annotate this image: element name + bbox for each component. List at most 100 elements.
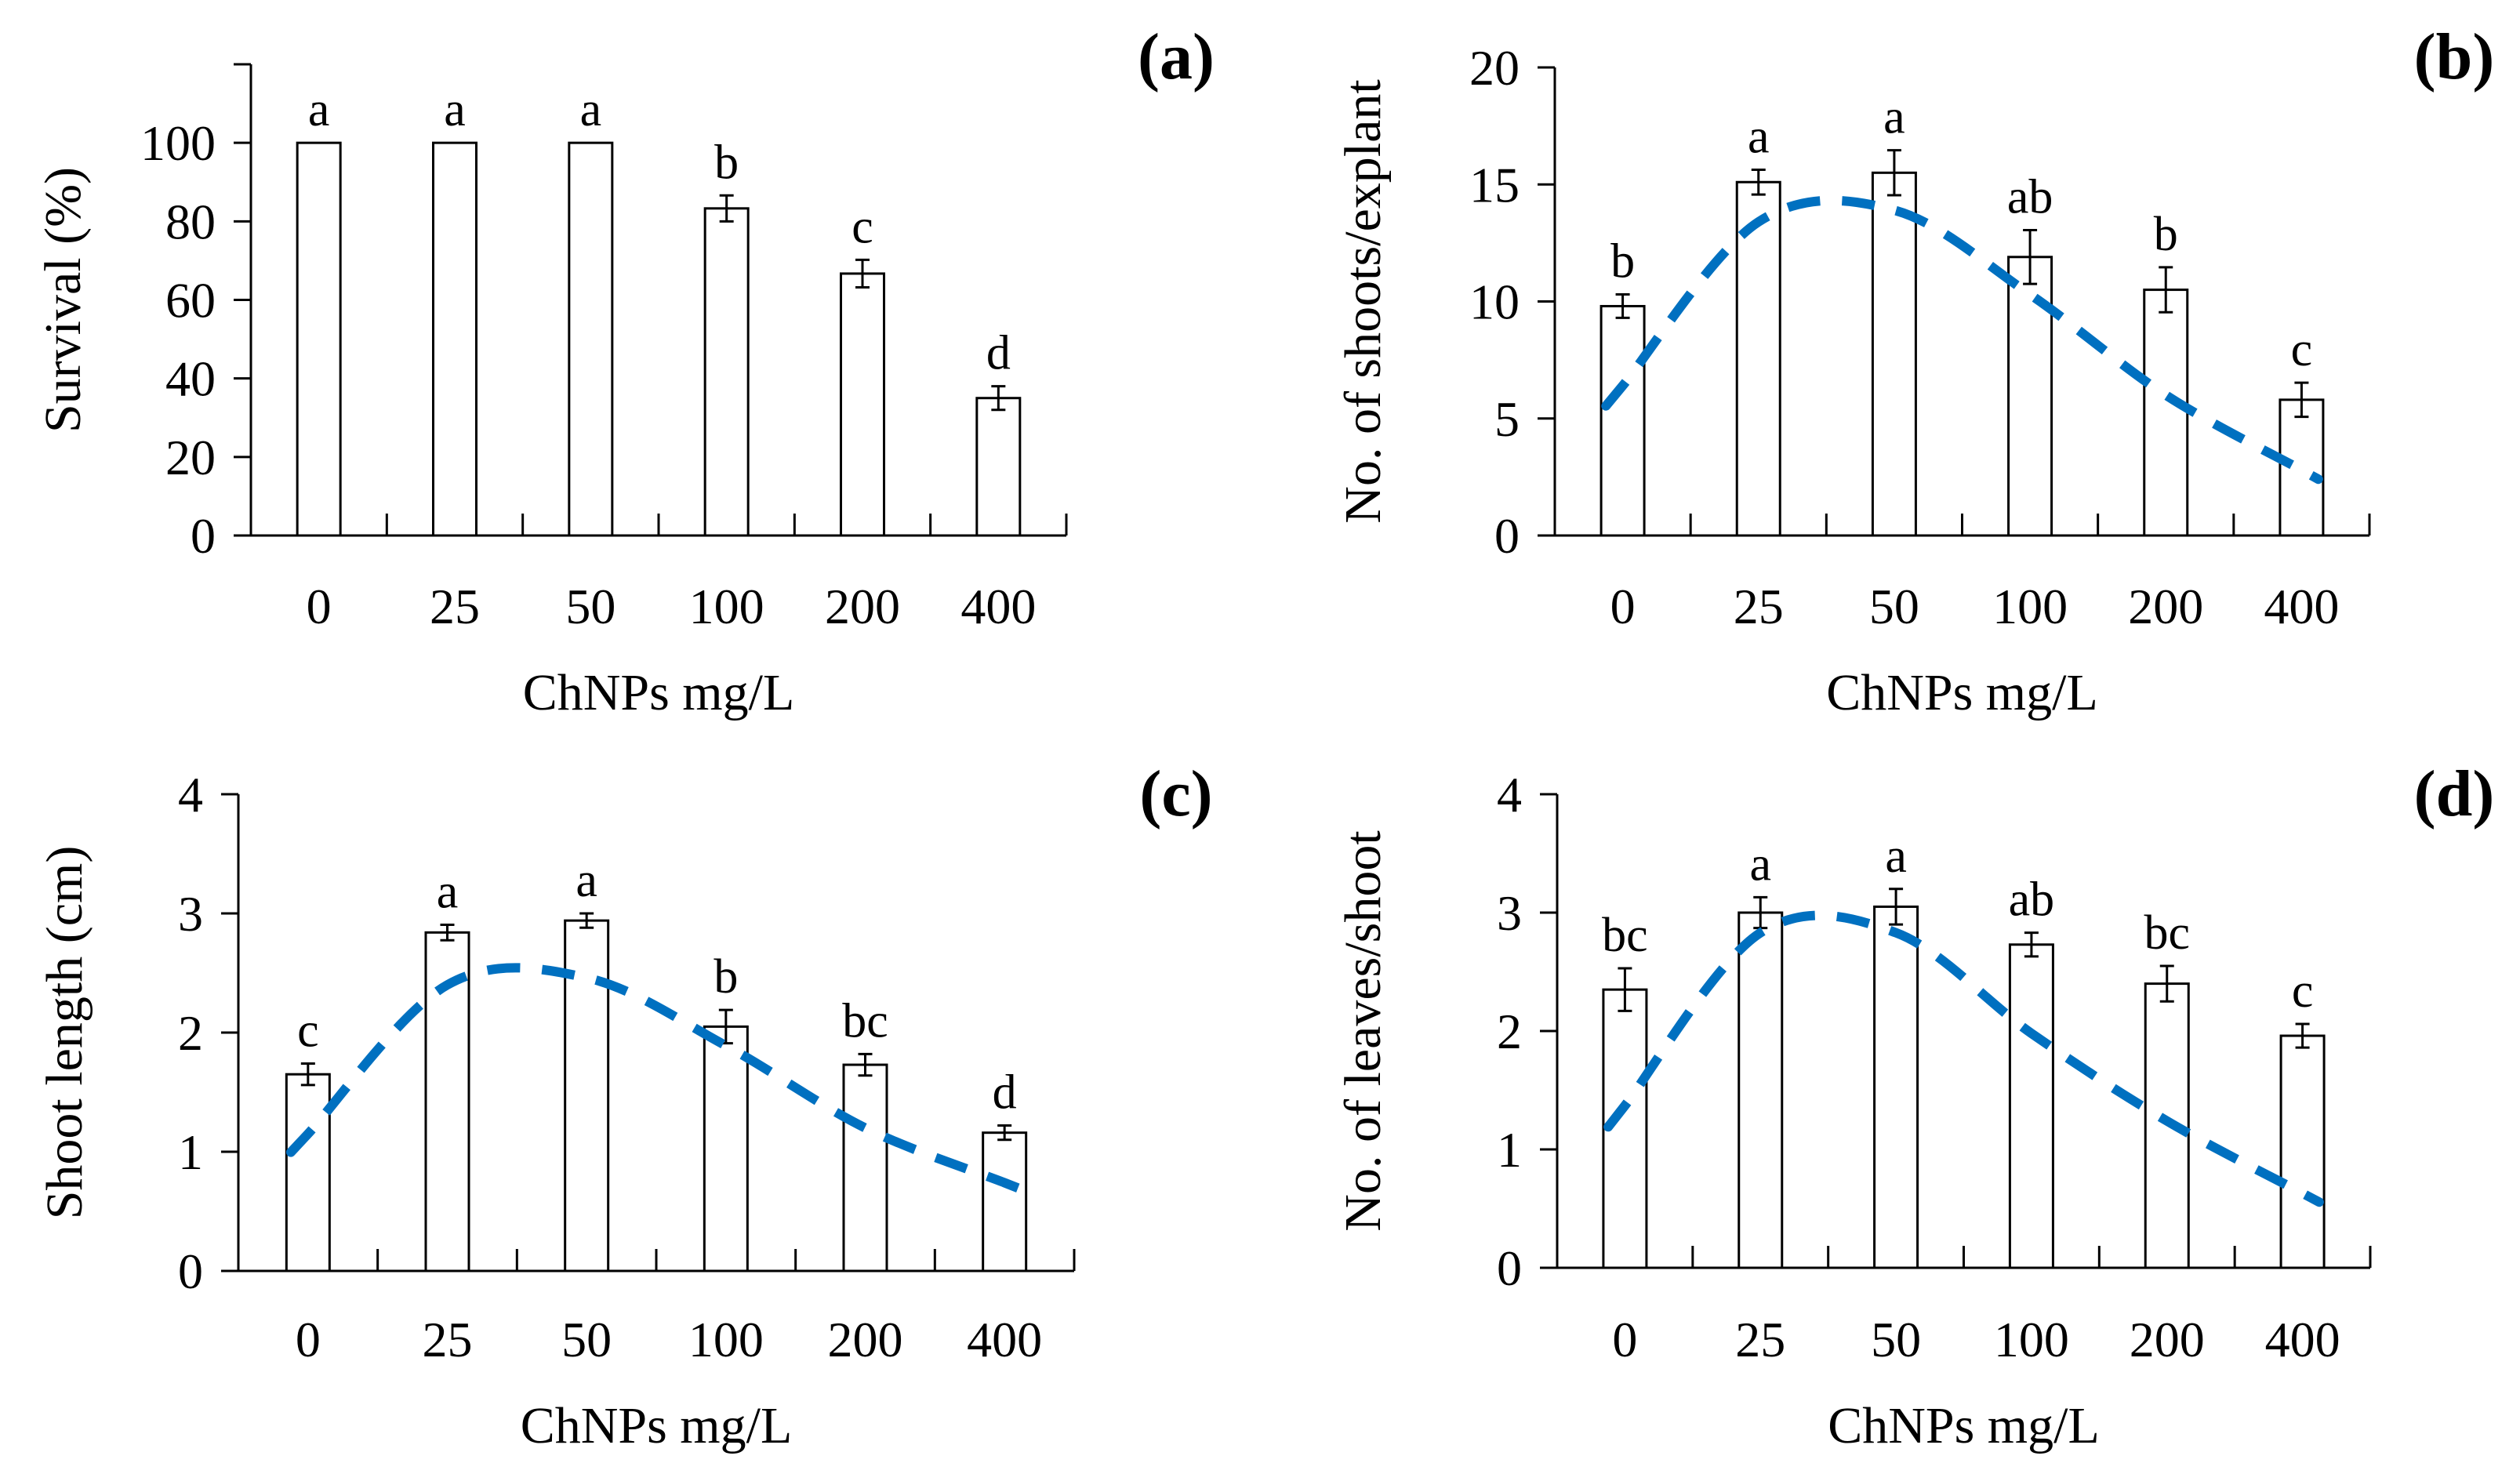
error-bar — [1886, 149, 1901, 197]
panel-c: 0 1 2 3 4 c 0 a 25 a 50 b 100 bc 200 d 400 ChNPs mg/L Shoo… — [36, 757, 1213, 1454]
significance-letter: c — [851, 200, 873, 253]
y-tick-label: 40 — [165, 351, 216, 407]
bar-0 — [285, 1073, 331, 1273]
x-tick-label: 400 — [2264, 579, 2339, 634]
bar-25 — [1735, 180, 1781, 537]
x-tick-label: 0 — [307, 579, 332, 634]
x-tick-label: 200 — [2128, 579, 2203, 634]
bar-200 — [842, 1063, 888, 1273]
significance-letter: a — [437, 865, 459, 918]
bar-100 — [703, 207, 750, 537]
error-bar — [858, 1052, 873, 1077]
significance-letter: c — [2291, 323, 2313, 376]
x-tick-label: 25 — [1735, 1312, 1785, 1367]
y-tick-label: 5 — [1494, 391, 1520, 447]
y-tick-label: 2 — [178, 1005, 203, 1061]
x-tick-label: 0 — [1610, 579, 1636, 634]
significance-letter: b — [714, 950, 738, 1004]
panel-d: 0 1 2 3 4 bc 0 a 25 a 50 ab 100 bc 200 c 400 ChNPs mg/L No… — [1334, 757, 2494, 1454]
significance-letter: d — [986, 327, 1011, 380]
x-tick-label: 400 — [960, 579, 1036, 634]
significance-letter: c — [297, 1004, 319, 1058]
panel-b: 0 5 10 15 20 b 0 a 25 a 50 ab 100 b 200 c 400 ChNPs mg/L N… — [1334, 20, 2494, 721]
significance-letter: b — [2154, 208, 2178, 261]
trend-line — [1603, 910, 2324, 1207]
bar-100 — [703, 1025, 749, 1273]
panel-label: (d) — [2414, 757, 2495, 830]
bar-25 — [1737, 911, 1784, 1269]
bar-50 — [1873, 905, 1919, 1269]
significance-letter: a — [580, 83, 602, 136]
significance-letter: a — [1748, 110, 1770, 163]
significance-letter: d — [993, 1066, 1017, 1120]
bar-400 — [2279, 398, 2325, 537]
bar-400 — [2279, 1034, 2326, 1269]
x-tick-label: 0 — [296, 1312, 321, 1367]
significance-letter: bc — [2144, 906, 2190, 960]
significance-letter: a — [1885, 830, 1907, 883]
significance-letter: ab — [2007, 170, 2053, 223]
x-tick-label: 50 — [561, 1312, 612, 1367]
y-tick-label: 80 — [165, 194, 216, 249]
y-tick-label: 15 — [1469, 157, 1520, 212]
x-tick-label: 50 — [1871, 1312, 1921, 1367]
y-tick-label: 0 — [191, 508, 216, 564]
x-tick-label: 25 — [430, 579, 480, 634]
bar-0 — [1600, 304, 1646, 537]
y-axis-title: Survival (%) — [34, 167, 92, 433]
error-bar — [579, 912, 594, 929]
y-tick-label: 3 — [1497, 885, 1522, 941]
bar-0 — [296, 141, 342, 537]
y-tick-label: 20 — [1469, 40, 1520, 96]
significance-letter: ab — [2009, 873, 2055, 927]
significance-letter: bc — [1602, 909, 1648, 962]
error-bar — [300, 1062, 315, 1087]
error-bar — [719, 194, 734, 223]
error-bar — [2295, 1022, 2310, 1049]
panel-label: (c) — [1139, 757, 1212, 830]
x-tick-label: 0 — [1612, 1312, 1637, 1367]
x-tick-label: 200 — [828, 1312, 903, 1367]
y-tick-label: 2 — [1497, 1004, 1522, 1059]
error-bar — [855, 258, 870, 289]
trend-line — [1601, 195, 2323, 485]
error-bar — [2024, 931, 2039, 958]
y-tick-label: 0 — [178, 1243, 203, 1299]
x-axis-title: ChNPs mg/L — [1826, 664, 2098, 721]
y-tick-label: 4 — [178, 767, 203, 822]
x-tick-label: 200 — [2130, 1312, 2205, 1367]
error-bar — [440, 923, 455, 942]
bar-25 — [432, 141, 477, 537]
error-bar — [1615, 293, 1630, 319]
x-axis-title: ChNPs mg/L — [523, 664, 795, 721]
y-tick-label: 60 — [165, 273, 216, 329]
y-tick-label: 20 — [165, 430, 216, 485]
x-tick-label: 100 — [689, 579, 764, 634]
x-tick-label: 50 — [565, 579, 615, 634]
bar-400 — [982, 1131, 1028, 1273]
panel-label: (a) — [1138, 20, 1215, 93]
error-bar — [1751, 168, 1766, 196]
bar-50 — [1871, 171, 1917, 537]
x-axis-title: ChNPs mg/L — [521, 1397, 793, 1454]
error-bar — [991, 385, 1006, 412]
y-axis-title: No. of leaves/shoot — [1334, 830, 1392, 1231]
x-tick-label: 50 — [1869, 579, 1919, 634]
bar-200 — [840, 272, 885, 537]
trend-line — [285, 963, 1026, 1195]
x-tick-label: 100 — [688, 1312, 764, 1367]
x-tick-label: 200 — [825, 579, 900, 634]
x-tick-label: 400 — [2265, 1312, 2340, 1367]
y-axis-title: No. of shoots/explant — [1334, 79, 1392, 523]
x-axis-title: ChNPs mg/L — [1828, 1397, 2100, 1454]
significance-letter: a — [576, 854, 597, 907]
y-tick-label: 1 — [178, 1124, 203, 1180]
panel-a: 0 20 40 60 80 100 a 0 a 25 a 50 b 100 c 200 d 400 ChNPs mg… — [34, 20, 1215, 721]
significance-letter: a — [1749, 837, 1771, 891]
y-tick-label: 4 — [1497, 767, 1522, 822]
y-tick-label: 100 — [140, 115, 216, 171]
error-bar — [1889, 888, 1904, 926]
y-axis-title: Shoot length (cm) — [36, 846, 93, 1220]
bar-100 — [2008, 943, 2054, 1269]
error-bar — [2023, 228, 2038, 285]
